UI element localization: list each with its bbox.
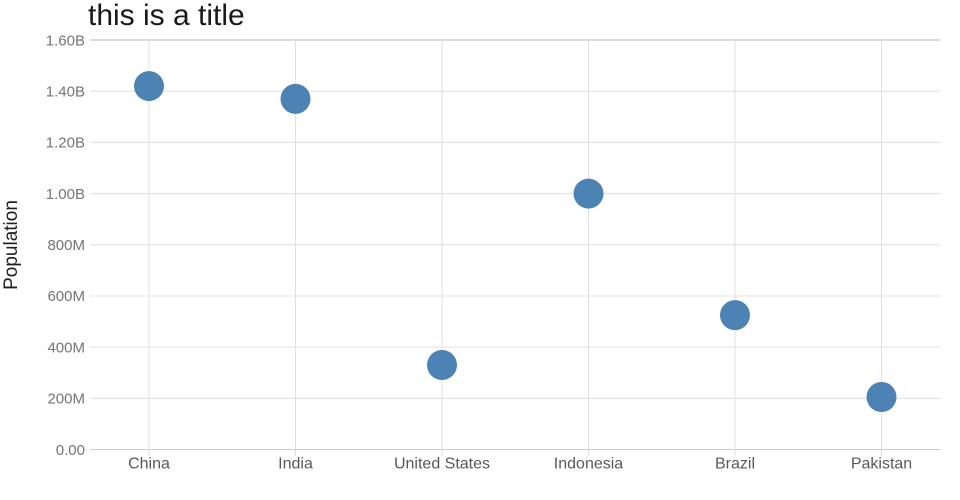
- y-axis-title: Population: [1, 200, 22, 290]
- data-point-pakistan: [866, 382, 897, 413]
- x-category-label: India: [278, 456, 313, 473]
- data-point-united-states: [427, 350, 457, 381]
- chart-title: this is a title: [88, 0, 245, 32]
- x-category-label: China: [128, 456, 170, 473]
- y-tick-label: 0.00: [56, 442, 85, 459]
- data-point-india: [280, 83, 311, 114]
- data-point-brazil: [720, 300, 750, 331]
- y-tick-label: 200M: [47, 391, 85, 408]
- x-category-label: United States: [394, 456, 490, 473]
- y-tick-label: 1.00B: [46, 186, 85, 203]
- data-point-indonesia: [573, 178, 604, 209]
- y-tick-label: 600M: [47, 288, 85, 305]
- y-tick-label: 1.20B: [46, 135, 85, 152]
- y-tick-label: 800M: [47, 237, 85, 254]
- y-tick-label: 1.60B: [46, 32, 85, 49]
- y-tick-label: 400M: [47, 339, 85, 356]
- data-point-china: [134, 71, 164, 102]
- x-category-label: Indonesia: [554, 456, 623, 473]
- x-category-label: Pakistan: [851, 456, 912, 473]
- x-category-label: Brazil: [715, 456, 755, 473]
- y-tick-label: 1.40B: [46, 83, 85, 100]
